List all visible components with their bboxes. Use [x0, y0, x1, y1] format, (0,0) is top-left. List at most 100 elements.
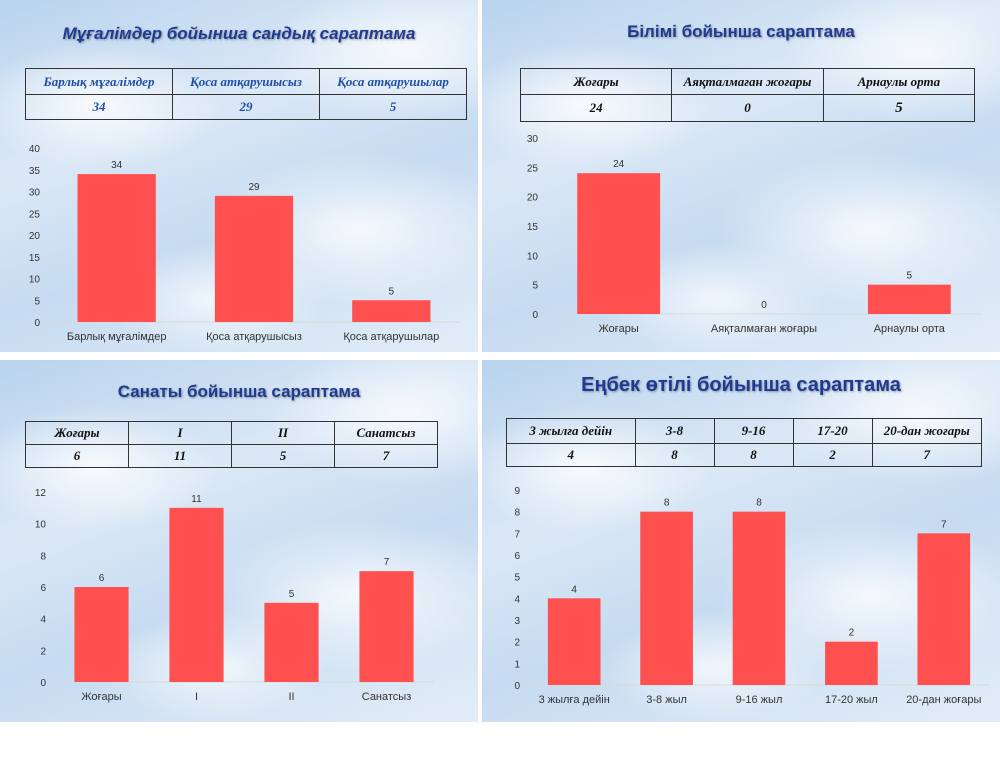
y-tick-label: 9	[514, 486, 520, 497]
bar	[264, 602, 319, 682]
y-tick-label: 15	[29, 253, 41, 264]
data-label: 5	[907, 271, 913, 282]
y-tick-label: 25	[527, 163, 539, 174]
x-tick-label: Барлық мұғалімдер	[67, 331, 167, 343]
data-label: 8	[756, 498, 762, 509]
y-tick-label: 30	[29, 188, 41, 199]
y-tick-label: 4	[40, 615, 46, 626]
bar	[577, 173, 661, 314]
bar	[732, 511, 786, 685]
table-header-cell: Жоғары	[519, 68, 673, 95]
summary-table: Барлық мұғалімдер Қоса атқарушысыз Қоса …	[25, 68, 467, 120]
bar-chart: 0 1 2 3 4 5 6 7 8 9 4 3 жылға дейін 8 3-8 жыл 8 9-16 жы…	[514, 486, 990, 706]
data-label: 7	[384, 557, 390, 568]
y-tick-label: 0	[514, 681, 520, 692]
y-tick-label: 1	[514, 659, 520, 670]
x-tick-label: 17-20 жыл	[825, 694, 878, 706]
y-tick-label: 7	[514, 529, 520, 540]
data-label: 2	[849, 628, 855, 639]
bar	[547, 598, 601, 685]
data-label: 6	[99, 573, 105, 584]
summary-table: 3 жылға дейін 3-8 9-16 17-20 20-дан жоға…	[506, 418, 982, 467]
y-tick-label: 2	[40, 646, 46, 657]
y-tick-label: 35	[29, 166, 41, 177]
y-tick-label: 0	[34, 318, 40, 329]
bar	[359, 571, 414, 682]
data-label: 24	[613, 159, 625, 170]
panel-teacher-count: Мұғалімдер бойынша сандық сараптама Барл…	[0, 0, 478, 352]
x-tick-label: Аяқталмаған жоғары	[711, 323, 817, 335]
summary-table: Жоғары I II Санатсыз 6 11 5 7	[25, 421, 438, 468]
table-value-cell: 0	[671, 94, 824, 122]
y-tick-label: 10	[29, 275, 41, 286]
table-header-cell: 20-дан жоғары	[871, 418, 982, 444]
panel-title: Еңбек өтілі бойынша сараптама	[581, 374, 901, 396]
x-tick-label: II	[288, 691, 294, 703]
y-tick-label: 0	[40, 678, 46, 689]
table-header-cell: Қоса атқарушылар	[319, 68, 467, 95]
table-value-cell: 24	[519, 94, 673, 122]
table-header-cell: Арнаулы орта	[822, 68, 976, 95]
table-header-cell: Қоса атқарушысыз	[172, 68, 320, 95]
x-tick-label: Арнаулы орта	[874, 323, 946, 335]
bar	[825, 641, 878, 685]
y-tick-label: 10	[35, 520, 47, 531]
y-tick-label: 0	[532, 310, 538, 321]
bar	[352, 300, 431, 322]
data-label: 7	[941, 519, 947, 530]
table-value-cell: 2	[792, 443, 873, 467]
table-header-cell: Барлық мұғалімдер	[25, 68, 173, 95]
y-tick-label: 25	[29, 209, 41, 220]
x-tick-label: Қоса атқарушылар	[343, 331, 439, 343]
table-value-cell: 5	[231, 444, 335, 468]
table-value-cell: 7	[871, 443, 982, 467]
y-tick-label: 10	[527, 251, 539, 262]
bar-chart: 0 2 4 6 8 10 12 6 Жоғары 11 I 5 II 7 Санатсыз	[35, 488, 434, 703]
y-tick-label: 5	[514, 573, 520, 584]
x-tick-label: Санатсыз	[362, 691, 412, 703]
data-label: 5	[289, 589, 295, 600]
table-value-cell: 5	[319, 94, 467, 120]
data-label: 4	[571, 584, 577, 595]
bar-chart: 0 5 10 15 20 25 30 35 40 34 Барлық мұғалімдер 29 Қос…	[29, 144, 460, 343]
panel-title: Мұғалімдер бойынша сандық сараптама	[62, 24, 416, 43]
panel-title: Санаты бойынша сараптама	[117, 382, 361, 401]
x-tick-label: 3 жылға дейін	[539, 694, 610, 706]
bar	[77, 174, 156, 322]
data-label: 8	[664, 498, 670, 509]
x-tick-label: 3-8 жыл	[646, 694, 687, 706]
x-tick-label: I	[195, 691, 198, 703]
y-tick-label: 5	[532, 281, 538, 292]
x-tick-label: Жоғары	[599, 323, 639, 335]
panel-category: Санаты бойынша сараптама Жоғары I II Сан…	[0, 360, 478, 722]
table-header-cell: Санатсыз	[334, 421, 438, 445]
x-tick-label: 9-16 жыл	[736, 694, 783, 706]
bar	[917, 533, 971, 685]
table-value-cell: 8	[713, 443, 794, 467]
table-value-cell: 8	[634, 443, 715, 467]
bar	[867, 284, 951, 314]
y-tick-label: 40	[29, 144, 41, 155]
bar	[214, 195, 294, 322]
table-value-cell: 11	[128, 444, 232, 468]
panel-education: Білімі бойынша сараптама Жоғары Аяқталма…	[482, 0, 1000, 352]
bar	[74, 587, 129, 682]
y-tick-label: 4	[514, 594, 520, 605]
x-tick-label: Қоса атқарушысыз	[206, 331, 302, 343]
bar	[640, 511, 693, 685]
y-tick-label: 20	[29, 231, 41, 242]
data-label: 11	[191, 494, 202, 505]
y-tick-label: 3	[514, 616, 520, 627]
bar-chart: 0 5 10 15 20 25 30 24 Жоғары 0 Аяқталмаған жоғары 5…	[527, 134, 982, 335]
summary-table: Жоғары Аяқталмаған жоғары Арнаулы орта 2…	[519, 68, 976, 122]
bar	[169, 507, 224, 682]
table-value-cell: 7	[334, 444, 438, 468]
table-value-cell: 29	[172, 94, 320, 120]
y-tick-label: 20	[527, 193, 539, 204]
data-label: 0	[761, 300, 767, 311]
y-tick-label: 12	[35, 488, 47, 499]
y-tick-label: 6	[514, 551, 520, 562]
table-value-cell: 4	[506, 443, 636, 467]
x-tick-label: 20-дан жоғары	[906, 694, 981, 706]
panel-experience: Еңбек өтілі бойынша сараптама 3 жылға де…	[482, 360, 1000, 722]
